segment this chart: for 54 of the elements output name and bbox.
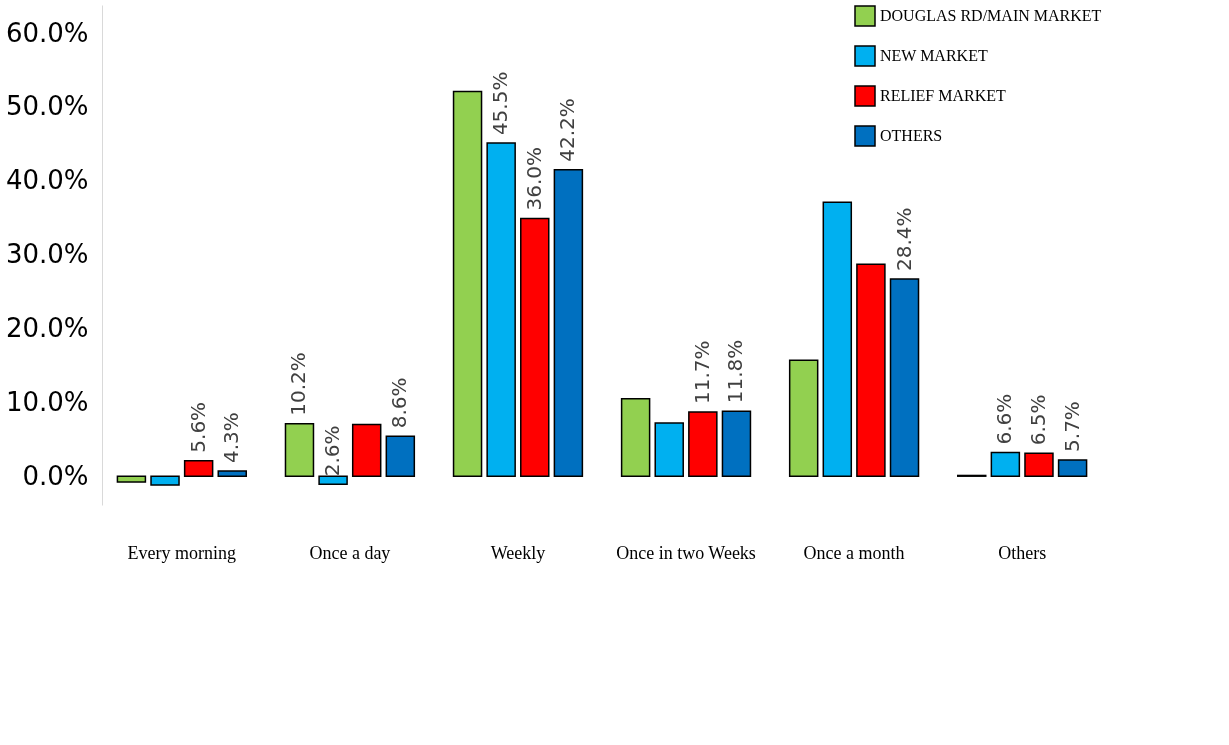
legend-label: OTHERS bbox=[880, 127, 943, 144]
y-tick-label: 40.0% bbox=[5, 165, 89, 196]
legend-label: RELIEF MARKET bbox=[880, 87, 1006, 104]
bar bbox=[856, 263, 886, 477]
bar bbox=[788, 359, 819, 477]
y-tick-label: 20.0% bbox=[5, 312, 89, 343]
bar bbox=[721, 410, 752, 477]
annotation: 6.5% bbox=[1025, 394, 1050, 446]
y-tick-label: 50.0% bbox=[5, 91, 89, 122]
bar bbox=[183, 459, 214, 477]
annotation: 42.2% bbox=[555, 98, 580, 162]
y-tick-label: 30.0% bbox=[5, 239, 89, 270]
bar bbox=[990, 451, 1021, 477]
legend-label: NEW MARKET bbox=[880, 47, 988, 64]
annotation: 8.6% bbox=[387, 377, 412, 429]
annotation: 5.7% bbox=[1059, 401, 1084, 452]
y-tick-label: 10.0% bbox=[5, 386, 89, 417]
bar bbox=[1057, 459, 1088, 477]
bar bbox=[150, 475, 180, 486]
bar bbox=[520, 217, 550, 477]
bar bbox=[822, 201, 853, 477]
bar bbox=[116, 475, 147, 483]
annotation: 11.7% bbox=[689, 340, 714, 404]
x-tick-label: Once a day bbox=[309, 543, 391, 563]
legend-label: DOUGLAS RD/MAIN MARKET bbox=[880, 7, 1102, 24]
bar bbox=[284, 423, 315, 477]
x-tick-label: Once a month bbox=[803, 543, 905, 563]
annotation: 11.8% bbox=[723, 339, 748, 404]
annotation: 6.6% bbox=[992, 393, 1017, 445]
x-tick-label: Once in two Weeks bbox=[616, 543, 756, 563]
bar bbox=[553, 168, 584, 477]
annotation: 45.5% bbox=[488, 71, 513, 136]
x-tick-label: Others bbox=[998, 543, 1047, 563]
x-tick-label: Every morning bbox=[127, 543, 237, 563]
bar bbox=[1024, 452, 1054, 477]
annotation: 28.4% bbox=[891, 207, 916, 271]
bar bbox=[654, 422, 684, 477]
y-tick-label: 0.0% bbox=[22, 460, 89, 491]
bar bbox=[318, 475, 348, 486]
bar bbox=[688, 411, 718, 477]
bar bbox=[385, 435, 416, 477]
annotation: 2.6% bbox=[320, 425, 345, 477]
y-tick-label: 60.0% bbox=[5, 17, 89, 48]
annotation: 4.3% bbox=[219, 412, 244, 464]
x-tick-label: Weekly bbox=[490, 543, 546, 563]
bar bbox=[351, 423, 382, 477]
bar bbox=[486, 142, 516, 477]
bar bbox=[889, 278, 920, 477]
annotation: 36.0% bbox=[521, 146, 546, 211]
bar bbox=[620, 397, 651, 477]
annotation: 10.2% bbox=[286, 352, 311, 416]
annotation: 5.6% bbox=[185, 401, 210, 453]
bar bbox=[217, 470, 247, 477]
bar bbox=[452, 90, 483, 477]
